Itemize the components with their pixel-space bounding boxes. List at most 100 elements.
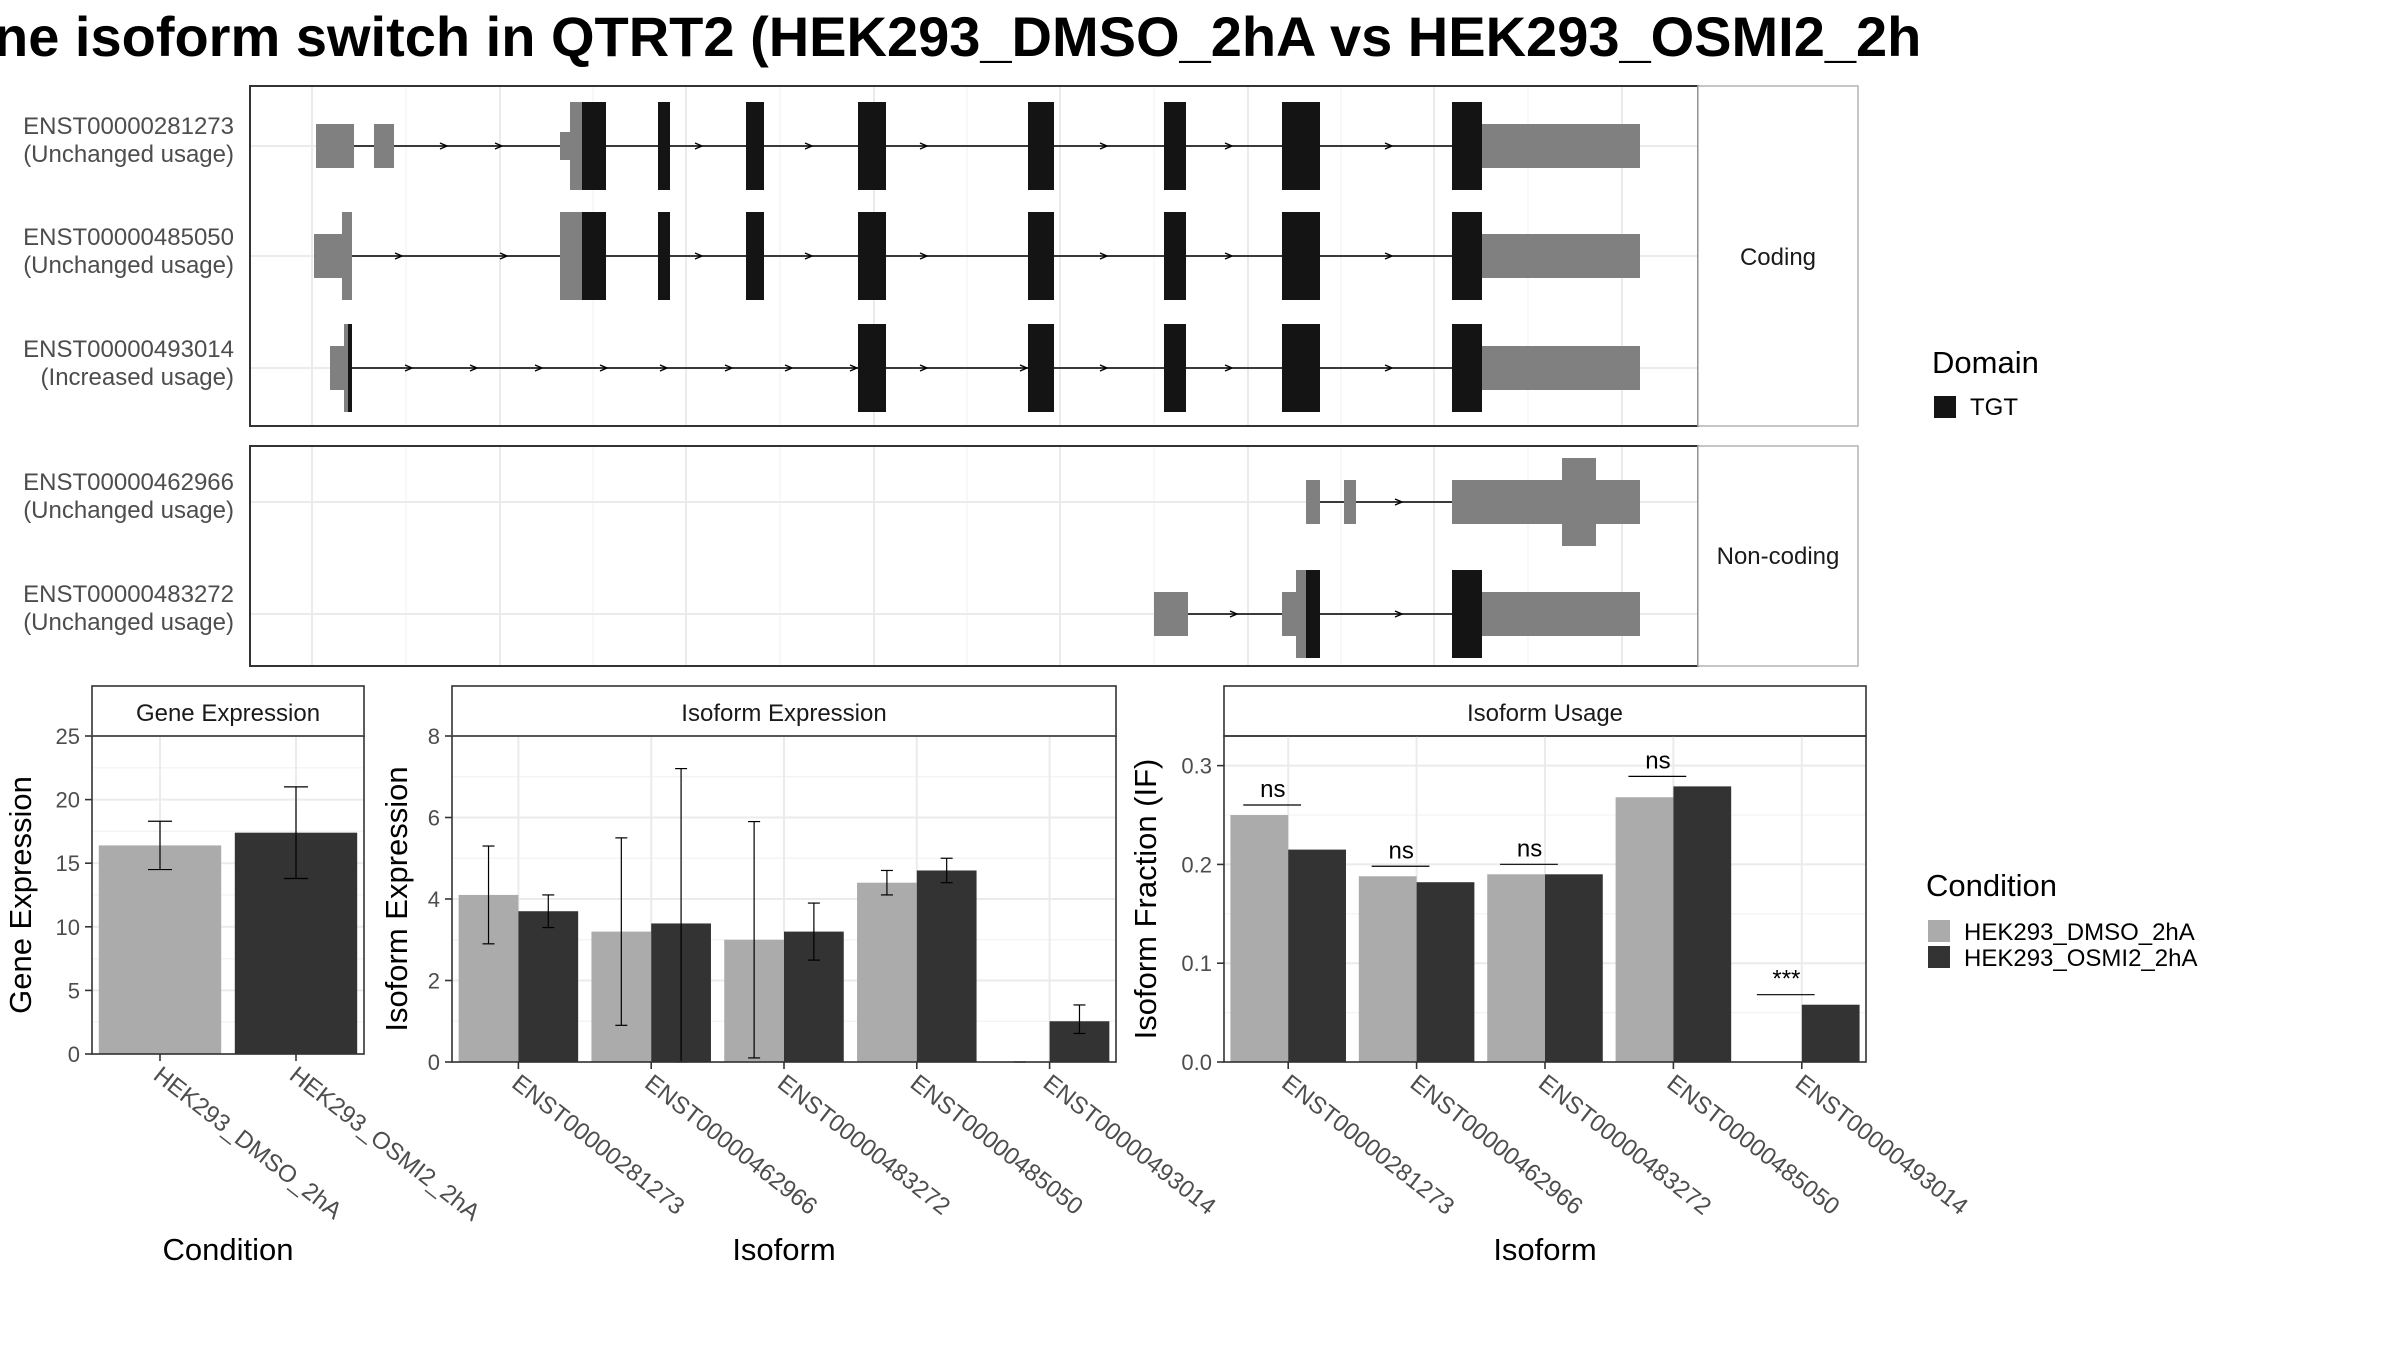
utr-exon <box>1452 480 1564 524</box>
y-tick-label: 25 <box>56 724 80 749</box>
x-axis-title: Isoform <box>732 1232 835 1267</box>
utr-exon <box>570 102 584 190</box>
domain-exon <box>858 324 886 412</box>
domain-exon <box>1452 212 1482 300</box>
bar-ENST00000483272-1 <box>1545 874 1603 1062</box>
domain-exon <box>1452 324 1482 412</box>
intron-direction-arrow <box>919 364 929 372</box>
transcript-structure-panel: Coding Non-coding ENST00000281273(Unchan… <box>23 85 1859 667</box>
domain-legend-swatch-tgt <box>1934 396 1956 418</box>
domain-exon <box>1164 102 1186 190</box>
transcript-usage-label: (Unchanged usage) <box>23 141 234 168</box>
transcript-id-label: ENST00000483272 <box>23 581 234 608</box>
panel-border <box>91 735 365 1055</box>
bar-ENST00000281273-0 <box>1230 815 1289 1062</box>
intron-direction-arrow <box>1224 252 1234 260</box>
domain-exon <box>858 102 886 190</box>
intron-direction-arrow <box>1224 142 1234 150</box>
domain-exon <box>1028 324 1054 412</box>
intron-direction-arrow <box>599 364 609 372</box>
intron-direction-arrow <box>784 364 794 372</box>
utr-exon <box>1562 458 1596 546</box>
panel-strip-title: Isoform Usage <box>1467 700 1623 727</box>
bar-ENST00000485050-0 <box>1615 797 1674 1062</box>
transcript-id-label: ENST00000462966 <box>23 469 234 496</box>
intron-direction-arrow <box>1394 498 1404 506</box>
transcript-usage-label: (Unchanged usage) <box>23 497 234 524</box>
intron-direction-arrow <box>439 142 449 150</box>
utr-exon <box>560 212 584 300</box>
y-tick-label: 0.0 <box>1181 1050 1212 1075</box>
bar-ENST00000462966-0 <box>1358 876 1417 1062</box>
y-tick-label: 0.1 <box>1181 951 1212 976</box>
domain-exon <box>1452 102 1482 190</box>
utr-exon <box>1296 570 1306 658</box>
transcript-model-4 <box>1154 570 1640 658</box>
utr-exon <box>314 234 346 278</box>
domain-legend-title: Domain <box>1932 345 2039 380</box>
domain-exon <box>1028 212 1054 300</box>
condition-legend-title: Condition <box>1926 868 2057 903</box>
panel-strip <box>1223 685 1867 737</box>
y-tick-label: 15 <box>56 851 80 876</box>
significance-label: ns <box>1517 835 1542 862</box>
condition-legend-swatch-dmso <box>1928 920 1950 942</box>
bar-ENST00000281273-1 <box>1288 849 1346 1062</box>
utr-exon <box>1482 592 1640 636</box>
y-tick-label: 5 <box>68 978 80 1003</box>
transcript-labels: ENST00000281273(Unchanged usage)ENST0000… <box>23 113 234 636</box>
y-tick-label: 8 <box>428 724 440 749</box>
domain-exon <box>1164 212 1186 300</box>
intron-direction-arrow <box>469 364 479 372</box>
noncoding-transcripts <box>1154 458 1640 658</box>
transcript-model-2 <box>330 324 1640 412</box>
y-axis-title: Isoform Fraction (IF) <box>1128 759 1163 1040</box>
noncoding-strip-label: Non-coding <box>1717 543 1840 570</box>
x-axis-title: Isoform <box>1493 1232 1596 1267</box>
coding-strip-label: Coding <box>1740 244 1816 271</box>
intron-direction-arrow <box>694 142 704 150</box>
intron-direction-arrow <box>1394 610 1404 618</box>
y-tick-label: 20 <box>56 788 80 813</box>
utr-exon <box>560 132 572 160</box>
significance-label: *** <box>1772 966 1800 993</box>
utr-exon <box>316 124 354 168</box>
transcript-usage-label: (Unchanged usage) <box>23 609 234 636</box>
figure-title: ne isoform switch in QTRT2 (HEK293_DMSO_… <box>0 5 1921 68</box>
condition-legend-swatch-osmi2 <box>1928 946 1950 968</box>
intron-direction-arrow <box>1099 252 1109 260</box>
intron-direction-arrow <box>1099 364 1109 372</box>
coding-strip <box>1697 85 1859 427</box>
domain-exon <box>1452 570 1482 658</box>
bar-ENST00000462966-1 <box>1416 882 1475 1062</box>
intron-direction-arrow <box>534 364 544 372</box>
intron-direction-arrow <box>499 252 509 260</box>
domain-exon <box>1306 570 1320 658</box>
utr-exon <box>374 124 394 168</box>
domain-exon <box>582 102 606 190</box>
intron-direction-arrow <box>1384 142 1394 150</box>
y-tick-label: 4 <box>428 887 440 912</box>
coding-transcripts <box>314 102 1640 412</box>
condition-legend: Condition HEK293_DMSO_2hA HEK293_OSMI2_2… <box>1926 868 2197 972</box>
panel-strip-title: Gene Expression <box>136 700 320 727</box>
significance-label: ns <box>1389 837 1414 864</box>
domain-exon <box>658 102 670 190</box>
utr-exon <box>342 212 352 300</box>
x-axis-title: Condition <box>163 1232 294 1267</box>
y-tick-label: 0.3 <box>1181 754 1212 779</box>
intron-direction-arrow <box>724 364 734 372</box>
transcript-model-1 <box>314 212 1640 300</box>
intron-direction-arrow <box>919 142 929 150</box>
domain-legend-label-tgt: TGT <box>1970 394 2018 421</box>
domain-exon <box>746 102 764 190</box>
transcript-usage-label: (Increased usage) <box>41 364 234 391</box>
intron-direction-arrow <box>659 364 669 372</box>
domain-exon <box>348 324 352 412</box>
intron-direction-arrow <box>1019 364 1029 372</box>
utr-exon <box>344 324 350 412</box>
domain-exon <box>1282 102 1320 190</box>
isoform-expression-chart: Isoform Expression02468ENST00000281273EN… <box>379 685 1221 1267</box>
transcript-model-3 <box>1306 458 1640 546</box>
